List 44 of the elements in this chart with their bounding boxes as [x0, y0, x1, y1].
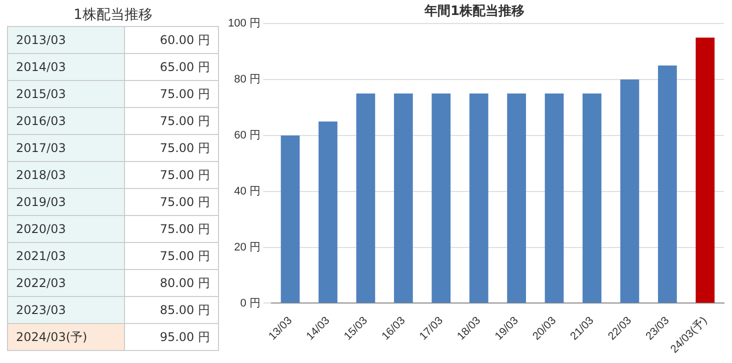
y-tick-label: 40 円: [234, 185, 260, 198]
y-tick-label: 0 円: [240, 297, 260, 310]
text: 80.00 円: [124, 270, 218, 296]
y-tick-label: 100 円: [228, 18, 260, 30]
text: 75.00 円: [124, 216, 218, 242]
text: 75.00 円: [124, 242, 218, 270]
text: 2020/03: [8, 216, 124, 242]
bar: [356, 94, 376, 303]
text: 2019/03: [8, 188, 124, 216]
text: 75.00 円: [124, 80, 218, 108]
bar: [658, 66, 677, 303]
bar: [280, 135, 300, 303]
text: 2015/03: [8, 80, 124, 108]
text: 2018/03: [8, 162, 124, 188]
bar: [696, 38, 715, 303]
text: 2013/03: [8, 26, 124, 54]
y-tick-label: 60 円: [234, 129, 260, 142]
text: 65.00 円: [124, 54, 218, 80]
bar: [507, 94, 526, 303]
text: 2024/03(予): [8, 324, 124, 350]
text: 95.00 円: [124, 324, 218, 350]
text: 2017/03: [8, 134, 124, 162]
y-tick-label: 20 円: [234, 241, 260, 254]
text: 85.00 円: [124, 296, 218, 324]
bar: [620, 80, 640, 303]
y-tick-label: 80 円: [234, 74, 260, 86]
text: 2021/03: [8, 242, 124, 270]
bar: [394, 94, 413, 303]
bar: [544, 94, 564, 303]
text: 1株配当推移: [72, 6, 154, 25]
text: 75.00 円: [124, 162, 218, 188]
bar: [432, 94, 451, 303]
chart-title: 年間1株配当推移: [423, 4, 525, 20]
text: 2016/03: [8, 108, 124, 134]
text: 2023/03: [8, 296, 124, 324]
text: 60.00 円: [124, 26, 218, 54]
text: 75.00 円: [124, 108, 218, 134]
bar: [469, 94, 488, 303]
text: 2014/03: [8, 54, 124, 80]
text: 75.00 円: [124, 188, 218, 216]
bar: [318, 121, 338, 303]
text: 75.00 円: [124, 134, 218, 162]
text: 2022/03: [8, 270, 124, 296]
bar: [582, 94, 602, 303]
